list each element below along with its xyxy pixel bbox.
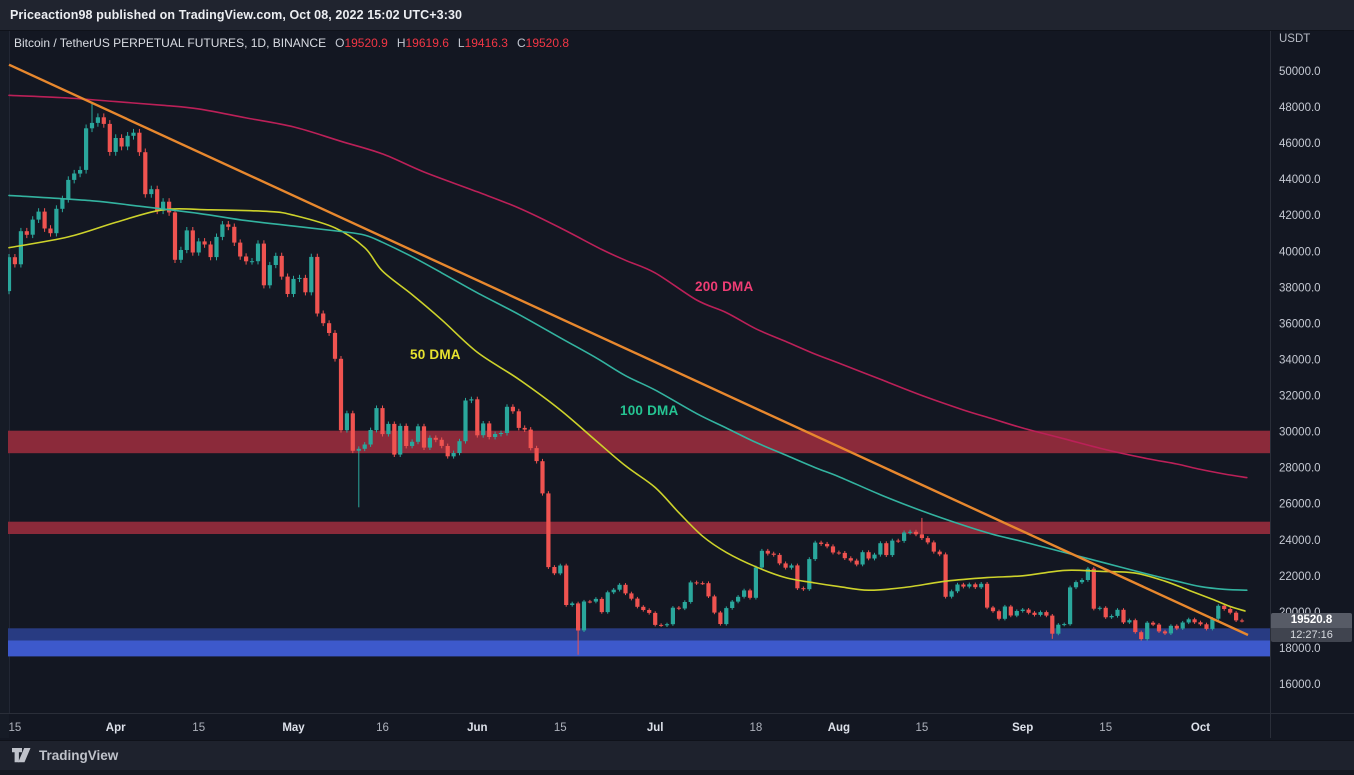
price-tick-label: 50000.0 <box>1279 66 1321 78</box>
time-tick-label: Oct <box>1191 722 1210 734</box>
price-tick-label: 30000.0 <box>1279 427 1321 439</box>
time-tick-label: Jul <box>647 722 664 734</box>
ma-line-50-dma <box>8 207 1246 612</box>
time-tick-label: 15 <box>916 722 929 734</box>
open-label: O <box>335 36 345 50</box>
time-tick-label: May <box>282 722 305 734</box>
price-tick-label: 36000.0 <box>1279 318 1321 330</box>
price-tick-label: 18000.0 <box>1279 643 1321 655</box>
descending-resistance-trendline <box>8 63 1249 637</box>
last-price-badge: 19520.8 12:27:16 <box>1271 613 1352 642</box>
ma-200-label: 200 DMA <box>695 279 754 294</box>
close-label: C <box>516 36 526 50</box>
price-tick-label: 24000.0 <box>1279 535 1321 547</box>
plot-area[interactable] <box>7 63 1270 657</box>
time-tick-label: Jun <box>467 722 487 734</box>
time-axis[interactable]: 15 Apr 15 May 16 Jun 15 Jul 18 Aug 15 Sep 15 Oct <box>9 722 1211 734</box>
resistance-zone-upper <box>8 430 1270 454</box>
time-tick-label: 16 <box>376 722 389 734</box>
attribution-bar: Priceaction98 published on TradingView.c… <box>0 0 1354 31</box>
ma-50-label: 50 DMA <box>410 347 461 362</box>
tradingview-link[interactable]: TradingView <box>12 741 118 770</box>
price-tick-label: 32000.0 <box>1279 391 1321 403</box>
support-zone-dark <box>8 628 1270 641</box>
time-tick-label: Sep <box>1012 722 1033 734</box>
bar-close-countdown: 12:27:16 <box>1271 628 1352 642</box>
price-tick-label: 38000.0 <box>1279 282 1321 294</box>
price-tick-label: 26000.0 <box>1279 499 1321 511</box>
time-tick-label: 15 <box>9 722 22 734</box>
price-tick-label: 44000.0 <box>1279 174 1321 186</box>
time-tick-label: 18 <box>750 722 763 734</box>
ma-line-200-dma <box>8 94 1248 479</box>
footer-bar: TradingView <box>0 740 1354 775</box>
time-tick-label: Aug <box>828 722 850 734</box>
time-tick-label: 15 <box>192 722 205 734</box>
low-value: 19416.3 <box>464 36 508 50</box>
price-tick-label: 16000.0 <box>1279 679 1321 691</box>
price-zones <box>8 430 1270 657</box>
last-price-value: 19520.8 <box>1271 613 1352 628</box>
price-tick-label: 22000.0 <box>1279 571 1321 583</box>
ma-100-label: 100 DMA <box>620 403 679 418</box>
tradingview-brand-text: TradingView <box>39 748 119 763</box>
attribution-text: Priceaction98 published on TradingView.c… <box>10 8 463 22</box>
low-label: L <box>457 36 465 50</box>
price-tick-label: 42000.0 <box>1279 210 1321 222</box>
high-label: H <box>396 36 406 50</box>
price-tick-label: 28000.0 <box>1279 463 1321 475</box>
tradingview-logo-icon <box>12 748 31 763</box>
price-tick-label: 48000.0 <box>1279 102 1321 114</box>
symbol-title: Bitcoin / TetherUS PERPETUAL FUTURES, 1D… <box>14 36 327 50</box>
time-tick-label: 15 <box>554 722 567 734</box>
resistance-zone-lower <box>8 521 1270 534</box>
footer-bottom-strip <box>0 770 1354 775</box>
high-value: 19619.6 <box>405 36 449 50</box>
price-axis[interactable]: 16000.018000.020000.022000.024000.026000… <box>1279 66 1321 691</box>
close-value: 19520.8 <box>525 36 570 50</box>
time-tick-label: Apr <box>106 722 126 734</box>
open-value: 19520.9 <box>344 36 388 50</box>
time-tick-label: 15 <box>1099 722 1112 734</box>
support-zone-bright <box>8 640 1270 657</box>
price-axis-currency-label: USDT <box>1279 33 1311 45</box>
price-tick-label: 34000.0 <box>1279 355 1321 367</box>
price-tick-label: 46000.0 <box>1279 138 1321 150</box>
candles-layer <box>8 103 1245 655</box>
price-tick-label: 40000.0 <box>1279 246 1321 258</box>
symbol-legend: Bitcoin / TetherUS PERPETUAL FUTURES, 1D… <box>14 36 569 52</box>
